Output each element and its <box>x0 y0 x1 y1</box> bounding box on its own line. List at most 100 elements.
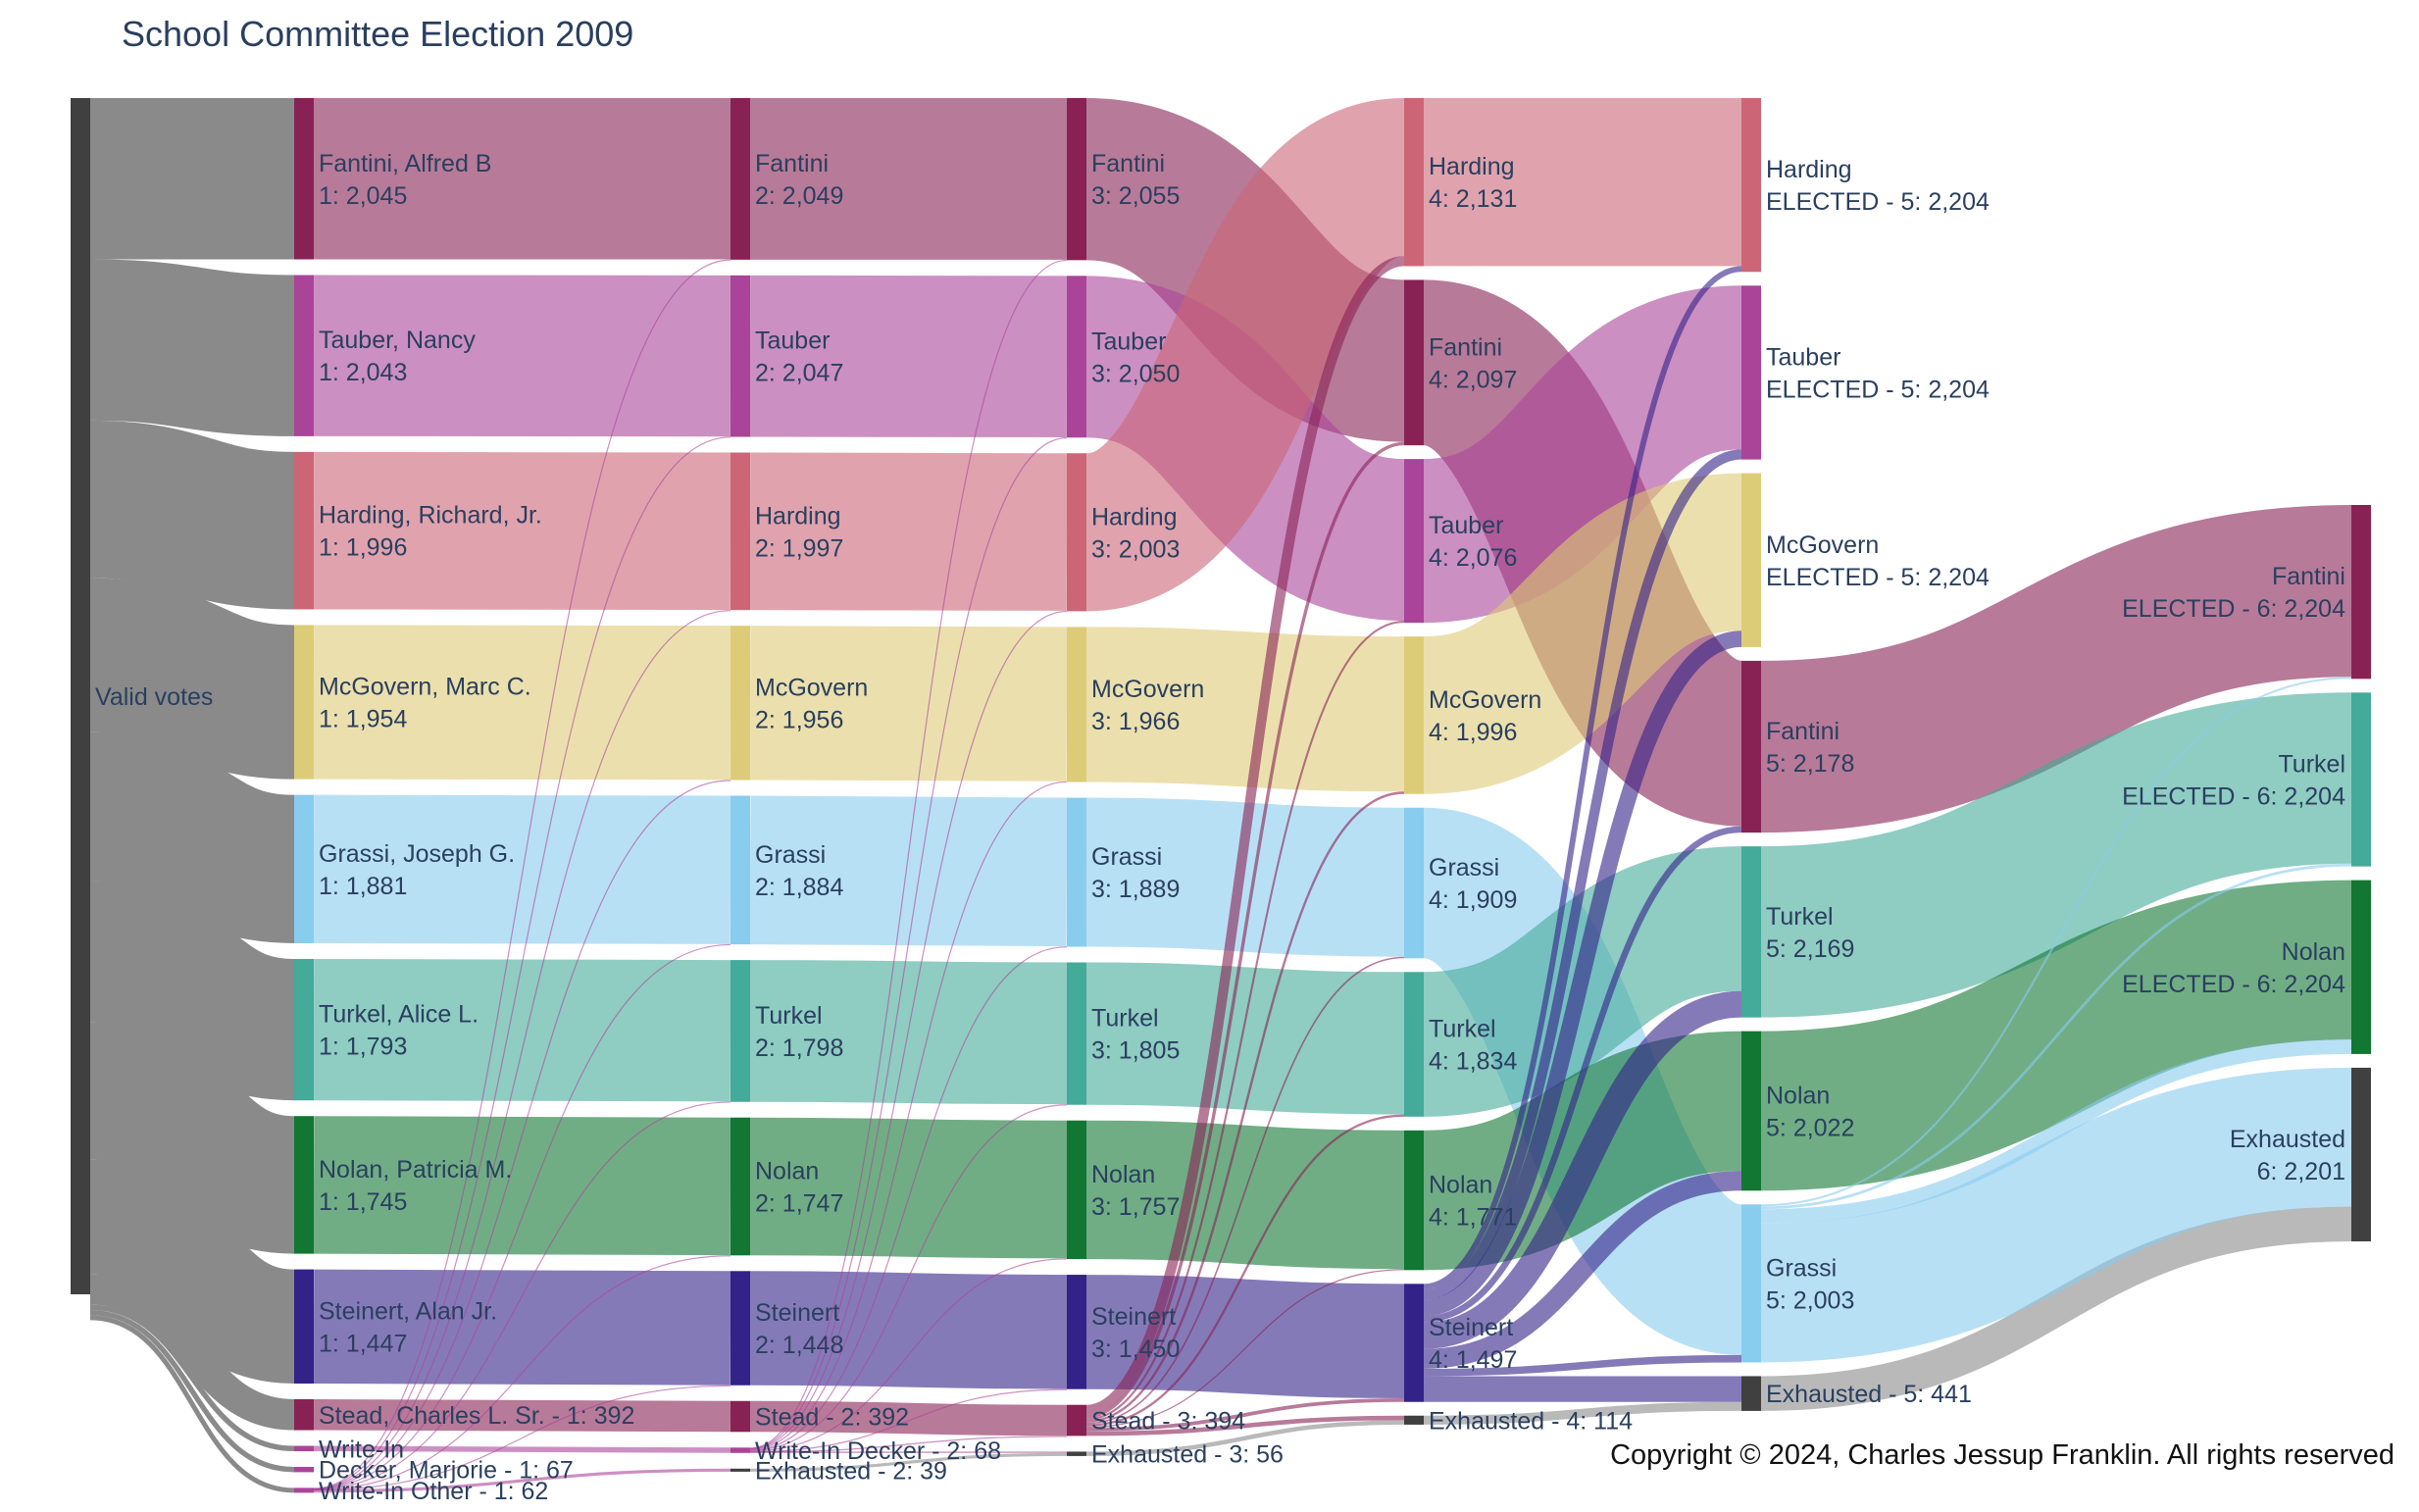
node-G1 <box>294 794 314 943</box>
flow-W2-S3 <box>749 1388 1068 1453</box>
node-label-H4: Harding 4: 2,131 <box>1429 153 1517 213</box>
node-label-E5: Exhausted - 5: 441 <box>1766 1381 1972 1408</box>
node-F5 <box>1741 660 1761 833</box>
node-E4 <box>1404 1415 1424 1425</box>
flow-G1-G2 <box>313 794 731 944</box>
node-N2 <box>731 1117 750 1256</box>
node-label-T4: Tauber 4: 2,076 <box>1429 512 1517 572</box>
node-E5 <box>1741 1376 1761 1411</box>
node-M5 <box>1741 473 1761 647</box>
flow-N1-N2 <box>313 1116 731 1256</box>
flow-D3-K4 <box>1085 1114 1405 1427</box>
flow-S4-G5 <box>1423 1354 1742 1377</box>
node-label-E3: Exhausted - 3: 56 <box>1091 1441 1284 1469</box>
flow-S4-T5 <box>1423 449 1742 1300</box>
flow-src-G1 <box>87 731 297 943</box>
flow-W2-D3 <box>749 1436 1068 1453</box>
chart-title: School Committee Election 2009 <box>122 14 634 54</box>
node-F2 <box>731 98 750 260</box>
node-label-T1: Tauber, Nancy 1: 2,043 <box>319 327 476 386</box>
node-label-M5: McGovern ELECTED - 5: 2,204 <box>1766 531 1990 591</box>
node-label-K3: Turkel 3: 1,805 <box>1091 1005 1180 1065</box>
flow-D3-T4 <box>1085 621 1405 1421</box>
flow-D3-E4 <box>1085 1415 1405 1436</box>
flow-S4-N5 <box>1423 1171 1742 1369</box>
node-W2 <box>731 1447 750 1453</box>
node-src <box>71 98 90 1294</box>
flow-src-M1 <box>87 578 297 780</box>
node-label-K5: Turkel 5: 2,169 <box>1766 903 1854 963</box>
node-N4 <box>1404 1130 1424 1271</box>
flow-D2-D3 <box>749 1400 1068 1436</box>
flow-O1-S2 <box>313 1385 731 1491</box>
flow-O1-K2 <box>313 1101 731 1490</box>
flow-G5-N6 <box>1760 1039 2352 1224</box>
flow-O1-M2 <box>313 780 731 1490</box>
node-N3 <box>1067 1120 1086 1260</box>
flow-W2-F3 <box>749 259 1068 1449</box>
flow-G5-F6 <box>1760 677 2352 1207</box>
node-H1 <box>294 451 314 610</box>
flow-E3-E4 <box>1085 1420 1405 1456</box>
node-label-M2: McGovern 2: 1,956 <box>755 674 868 733</box>
node-label-F1: Fantini, Alfred B 1: 2,045 <box>319 150 491 210</box>
node-label-F5: Fantini 5: 2,178 <box>1766 718 1854 778</box>
node-label-D3: Stead - 3: 394 <box>1091 1408 1245 1436</box>
flow-T4-T5 <box>1420 285 1745 624</box>
flow-src-T1 <box>89 259 295 436</box>
node-label-S4: Steinert 4: 1,497 <box>1429 1314 1517 1374</box>
node-label-N6: Nolan ELECTED - 6: 2,204 <box>2122 938 2345 998</box>
flow-O1-E2 <box>313 1468 731 1493</box>
flow-src-B1 <box>89 1310 295 1473</box>
node-label-W2: Write-In Decker - 2: 68 <box>755 1437 1001 1465</box>
node-label-G2: Grassi 2: 1,884 <box>755 841 843 901</box>
node-B1 <box>294 1467 314 1473</box>
node-M1 <box>294 625 314 780</box>
node-G3 <box>1067 797 1086 947</box>
flow-S4-M5 <box>1423 630 1742 1317</box>
node-label-S1: Steinert, Alan Jr. 1: 1,447 <box>319 1297 497 1357</box>
node-label-S3: Steinert 3: 1,450 <box>1091 1303 1180 1363</box>
flow-H2-H3 <box>749 452 1068 611</box>
node-T1 <box>294 275 314 436</box>
flow-N2-N3 <box>749 1117 1068 1259</box>
flow-G3-G4 <box>1085 797 1405 957</box>
flow-src-O1 <box>89 1315 295 1493</box>
node-label-N5: Nolan 5: 2,022 <box>1766 1082 1854 1141</box>
flow-G2-G3 <box>749 795 1068 947</box>
node-label-E6: Exhausted 6: 2,201 <box>2230 1126 2345 1185</box>
flow-S4-F5 <box>1423 826 1742 1323</box>
flow-D3-G4 <box>1085 956 1405 1425</box>
node-label-T2: Tauber 2: 2,047 <box>755 328 843 387</box>
flow-W2-T3 <box>749 436 1068 1449</box>
node-label-M4: McGovern 4: 1,996 <box>1429 686 1541 746</box>
node-label-K1: Turkel, Alice L. 1: 1,793 <box>319 1001 479 1061</box>
flow-S1-S2 <box>313 1269 731 1386</box>
flow-E5-E6 <box>1760 1206 2352 1411</box>
flow-K5-K6 <box>1760 692 2352 1018</box>
node-label-G5: Grassi 5: 2,003 <box>1766 1254 1854 1314</box>
flow-M3-M4 <box>1085 627 1405 792</box>
flow-W2-G3 <box>749 946 1068 1451</box>
node-label-O1: Write-In Other - 1: 62 <box>319 1478 548 1505</box>
node-D1 <box>294 1399 314 1431</box>
node-label-D2: Stead - 2: 392 <box>755 1404 909 1432</box>
node-K2 <box>731 960 750 1102</box>
copyright-notice: Copyright © 2024, Charles Jessup Frankli… <box>1610 1439 2394 1471</box>
node-T5 <box>1741 285 1761 460</box>
flow-G5-E6 <box>1760 1067 2352 1363</box>
node-label-T3: Tauber 3: 2,050 <box>1091 328 1180 387</box>
node-K5 <box>1741 846 1761 1018</box>
node-N1 <box>294 1116 314 1254</box>
node-E2 <box>731 1468 750 1472</box>
flow-W1-W2 <box>313 1445 731 1453</box>
node-label-K4: Turkel 4: 1,834 <box>1429 1016 1517 1076</box>
flow-S2-S3 <box>749 1271 1068 1389</box>
flow-D1-D2 <box>313 1399 731 1433</box>
node-label-W1: Write-In <box>319 1436 404 1463</box>
node-label-S2: Steinert 2: 1,448 <box>755 1299 843 1359</box>
node-O1 <box>294 1487 314 1493</box>
node-label-src: Valid votes <box>95 683 213 711</box>
node-T3 <box>1067 276 1086 438</box>
